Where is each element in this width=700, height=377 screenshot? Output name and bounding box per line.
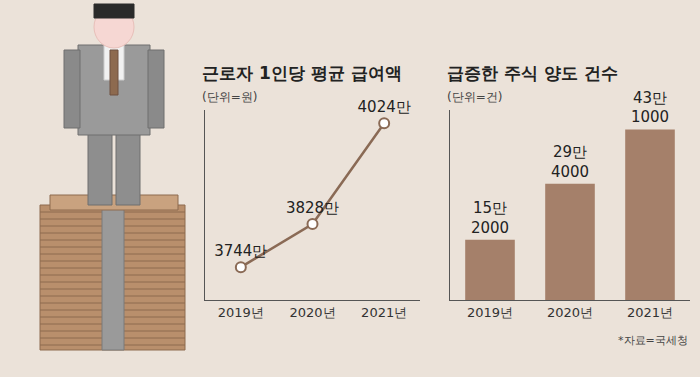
svg-text:*자료=국세청: *자료=국세청 [618, 334, 688, 347]
svg-text:급증한 주식 양도 건수: 급증한 주식 양도 건수 [447, 63, 618, 83]
svg-text:(단위=건): (단위=건) [447, 90, 502, 104]
svg-text:15만2000: 15만2000 [471, 199, 509, 237]
svg-text:2019년: 2019년 [467, 305, 513, 320]
svg-text:3744만: 3744만 [214, 242, 267, 260]
svg-text:2020년: 2020년 [289, 305, 335, 320]
svg-text:29만4000: 29만4000 [551, 143, 589, 181]
svg-text:(단위=원): (단위=원) [202, 90, 257, 104]
svg-text:2020년: 2020년 [547, 305, 593, 320]
svg-text:2021년: 2021년 [627, 305, 673, 320]
svg-text:근로자 1인당 평균 급여액: 근로자 1인당 평균 급여액 [202, 63, 402, 83]
svg-text:2019년: 2019년 [218, 305, 264, 320]
svg-text:3828만: 3828만 [286, 199, 339, 217]
svg-text:4024만: 4024만 [358, 98, 411, 116]
svg-text:43만1000: 43만1000 [631, 89, 669, 127]
svg-text:2021년: 2021년 [361, 305, 407, 320]
